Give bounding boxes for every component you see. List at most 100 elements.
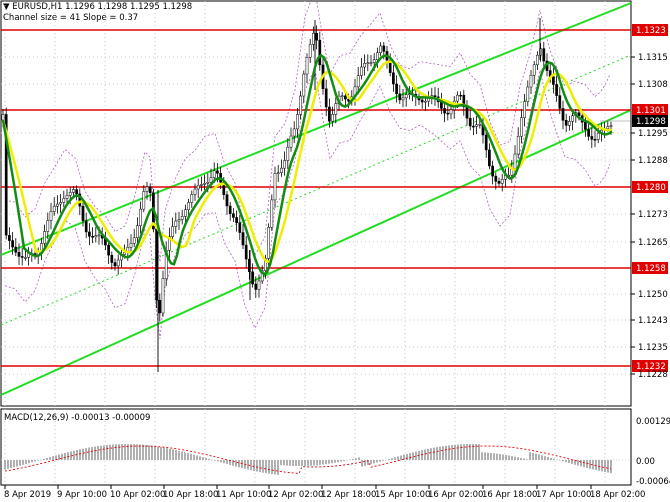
macd-bar [109, 444, 111, 460]
macd-bar [238, 460, 240, 468]
candle-body [209, 177, 213, 183]
macd-bar [466, 444, 468, 460]
candle-body [228, 205, 232, 214]
macd-bar [592, 460, 594, 470]
price-tick: 1.1243 [638, 316, 668, 326]
time-label: 8 Apr 2019 [4, 490, 51, 500]
candle-body [257, 280, 261, 290]
candle-body [465, 106, 469, 119]
macd-bar [301, 460, 303, 466]
candle-body [475, 124, 478, 127]
price-tick: 1.1315 [638, 53, 668, 63]
candle-body [68, 192, 72, 196]
macd-bar [58, 454, 60, 460]
macd-bar [199, 456, 201, 460]
candle-body [331, 114, 334, 122]
time-label: 16 Apr 18:00 [482, 490, 537, 500]
candle-body [225, 194, 229, 207]
macd-bar [589, 460, 591, 469]
macd-bar [406, 453, 408, 460]
candle-body [497, 181, 501, 184]
candle-body [539, 48, 542, 56]
candle-body [216, 170, 219, 174]
macd-bar [382, 460, 384, 461]
upper-band [4, 0, 611, 263]
macd-bar [565, 460, 567, 463]
macd-bar [253, 460, 255, 471]
macd-bar [571, 460, 573, 464]
macd-bar [574, 460, 576, 465]
macd-bar [577, 460, 579, 466]
candle-body [356, 75, 360, 88]
macd-bar [91, 447, 93, 460]
candle-body [187, 202, 190, 210]
macd-bar [121, 444, 123, 460]
macd-bar [364, 460, 366, 466]
macd-bar [256, 460, 258, 472]
macd-bar [178, 450, 180, 460]
macd-bar [226, 460, 228, 465]
macd-bar [409, 453, 411, 460]
candle-body [491, 165, 494, 177]
candle-body [577, 112, 581, 117]
candle-body [56, 203, 59, 207]
level-tag [632, 104, 668, 116]
macd-bar [400, 455, 402, 460]
channel-line: Channel size = 41 Slope = 0.37 [3, 13, 139, 23]
candle-body [1, 114, 5, 121]
price-tick: 1.1308 [638, 80, 668, 90]
macd-bar [259, 460, 261, 473]
candle-body [420, 99, 424, 103]
candle-body [203, 183, 206, 185]
macd-signal [4, 445, 612, 474]
candle-body [136, 225, 139, 239]
macd-bar [523, 458, 525, 460]
candle-body [17, 252, 21, 257]
macd-bar [205, 458, 207, 460]
macd-bar [304, 460, 306, 466]
price-tick: 1.1228 [638, 370, 668, 380]
macd-bar [433, 447, 435, 460]
macd-bar [28, 460, 30, 464]
macd-bar [475, 444, 477, 460]
macd-bar [139, 444, 141, 460]
candle-body [260, 270, 264, 282]
macd-bar [460, 444, 462, 460]
macd-bar [346, 460, 348, 461]
level-label: 1.1301 [636, 106, 666, 116]
candle-body [286, 146, 290, 161]
macd-bar [286, 460, 288, 466]
macd-bar [34, 460, 36, 462]
macd-bar [73, 450, 75, 460]
macd-bar [568, 460, 570, 464]
candle-body [584, 121, 587, 130]
macd-bar [250, 460, 252, 471]
macd-bar [49, 457, 51, 460]
candle-body [81, 205, 85, 221]
macd-bar [463, 444, 465, 460]
candle-body [462, 94, 466, 108]
macd-bar [598, 460, 600, 471]
macd-bar [430, 448, 432, 460]
candle-body [472, 125, 475, 128]
macd-bar [64, 452, 66, 460]
candle-body [244, 244, 248, 260]
macd-bar [331, 460, 333, 464]
macd-bar [559, 460, 561, 461]
candle-body [62, 198, 66, 203]
candle-body [20, 256, 24, 258]
candle-body [587, 129, 590, 137]
candle-body [424, 100, 427, 103]
candle-body [494, 175, 498, 182]
candle-body [488, 149, 491, 167]
symbol-arrow-icon[interactable]: ▼ [3, 2, 10, 12]
macd-bar [181, 451, 183, 460]
macd-bar [295, 460, 297, 466]
level-tag [632, 360, 668, 372]
candle-body [552, 76, 555, 85]
macd-bar [88, 447, 90, 460]
macd-bar [385, 459, 387, 461]
candle-body [196, 185, 200, 190]
